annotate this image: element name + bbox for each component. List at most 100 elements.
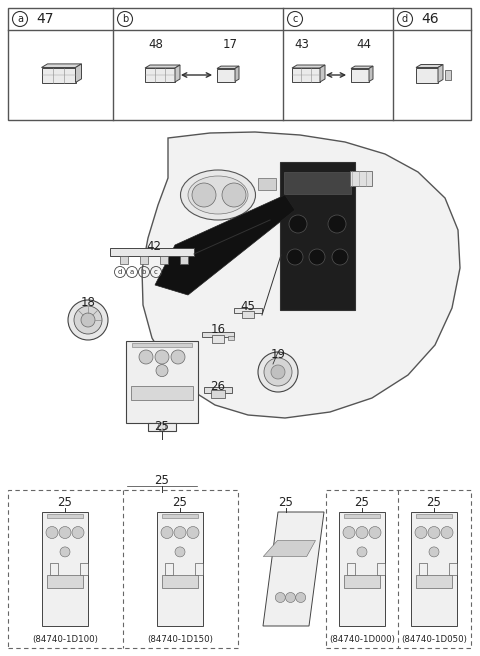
Bar — [47, 575, 83, 588]
Bar — [131, 386, 193, 400]
Bar — [148, 423, 177, 431]
Circle shape — [264, 358, 292, 386]
Bar — [326, 490, 471, 648]
Text: 45: 45 — [240, 300, 255, 313]
Bar — [8, 8, 471, 120]
Text: b: b — [142, 269, 146, 275]
Bar — [416, 575, 452, 588]
Circle shape — [161, 527, 173, 539]
Circle shape — [429, 547, 439, 557]
Bar — [120, 256, 128, 264]
Circle shape — [155, 350, 169, 364]
Bar — [195, 563, 203, 575]
Bar — [344, 514, 380, 518]
Bar — [160, 256, 168, 264]
Text: 25: 25 — [278, 495, 293, 508]
Bar — [416, 514, 452, 518]
Polygon shape — [320, 65, 325, 82]
Bar — [162, 514, 198, 518]
Bar — [280, 162, 355, 310]
Polygon shape — [292, 68, 320, 82]
Circle shape — [174, 527, 186, 539]
Text: 17: 17 — [223, 38, 238, 51]
Polygon shape — [41, 68, 75, 83]
Text: 26: 26 — [211, 380, 226, 393]
Circle shape — [68, 300, 108, 340]
Text: d: d — [402, 14, 408, 24]
Polygon shape — [142, 132, 460, 418]
Text: 25: 25 — [427, 495, 442, 508]
Bar — [171, 512, 189, 518]
Polygon shape — [155, 195, 295, 295]
Polygon shape — [175, 65, 180, 82]
Circle shape — [357, 547, 367, 557]
Text: 43: 43 — [295, 38, 310, 51]
Text: 25: 25 — [58, 495, 72, 508]
Circle shape — [158, 423, 166, 431]
Circle shape — [46, 527, 58, 539]
Bar — [258, 178, 276, 190]
Bar — [47, 514, 83, 518]
Bar — [56, 512, 74, 518]
Polygon shape — [263, 512, 324, 626]
Text: a: a — [17, 14, 23, 24]
Text: 44: 44 — [357, 38, 372, 51]
Circle shape — [222, 183, 246, 207]
Circle shape — [289, 215, 307, 233]
Bar — [242, 311, 254, 318]
Circle shape — [72, 527, 84, 539]
Text: 25: 25 — [155, 420, 169, 433]
Bar — [202, 332, 234, 337]
Bar — [339, 512, 385, 626]
Text: (84740-1D100): (84740-1D100) — [32, 635, 98, 644]
Bar — [50, 563, 58, 575]
Text: 25: 25 — [173, 495, 187, 508]
Text: 16: 16 — [211, 323, 226, 336]
Circle shape — [332, 249, 348, 265]
Circle shape — [415, 527, 427, 539]
Circle shape — [192, 183, 216, 207]
Circle shape — [369, 527, 381, 539]
Ellipse shape — [180, 170, 255, 220]
Bar — [211, 390, 225, 398]
Circle shape — [139, 350, 153, 364]
Circle shape — [258, 352, 298, 392]
Circle shape — [171, 350, 185, 364]
Bar — [110, 248, 194, 256]
Bar — [449, 563, 457, 575]
Polygon shape — [416, 64, 443, 68]
Text: c: c — [292, 14, 298, 24]
Circle shape — [441, 527, 453, 539]
Circle shape — [296, 592, 306, 602]
Bar — [350, 171, 372, 186]
Text: 18: 18 — [81, 296, 96, 309]
Ellipse shape — [188, 176, 248, 214]
Polygon shape — [41, 64, 82, 68]
Bar — [234, 308, 262, 313]
Bar — [425, 512, 443, 518]
Polygon shape — [351, 68, 369, 81]
Bar — [419, 563, 427, 575]
Circle shape — [175, 547, 185, 557]
Bar — [228, 336, 234, 340]
Text: (84740-1D000): (84740-1D000) — [329, 635, 395, 644]
Text: c: c — [154, 269, 158, 275]
Polygon shape — [292, 65, 325, 68]
Bar — [126, 341, 198, 423]
Circle shape — [74, 306, 102, 334]
Polygon shape — [217, 66, 239, 68]
Circle shape — [428, 527, 440, 539]
Circle shape — [276, 592, 285, 602]
Bar — [180, 256, 188, 264]
Circle shape — [81, 313, 95, 327]
Text: 47: 47 — [36, 12, 53, 26]
Text: a: a — [130, 269, 134, 275]
Bar — [347, 563, 355, 575]
Text: 48: 48 — [149, 38, 163, 51]
Text: 25: 25 — [155, 474, 169, 487]
Text: b: b — [122, 14, 128, 24]
Bar — [157, 512, 203, 626]
Circle shape — [59, 527, 71, 539]
Polygon shape — [217, 68, 235, 81]
Bar — [204, 387, 232, 393]
